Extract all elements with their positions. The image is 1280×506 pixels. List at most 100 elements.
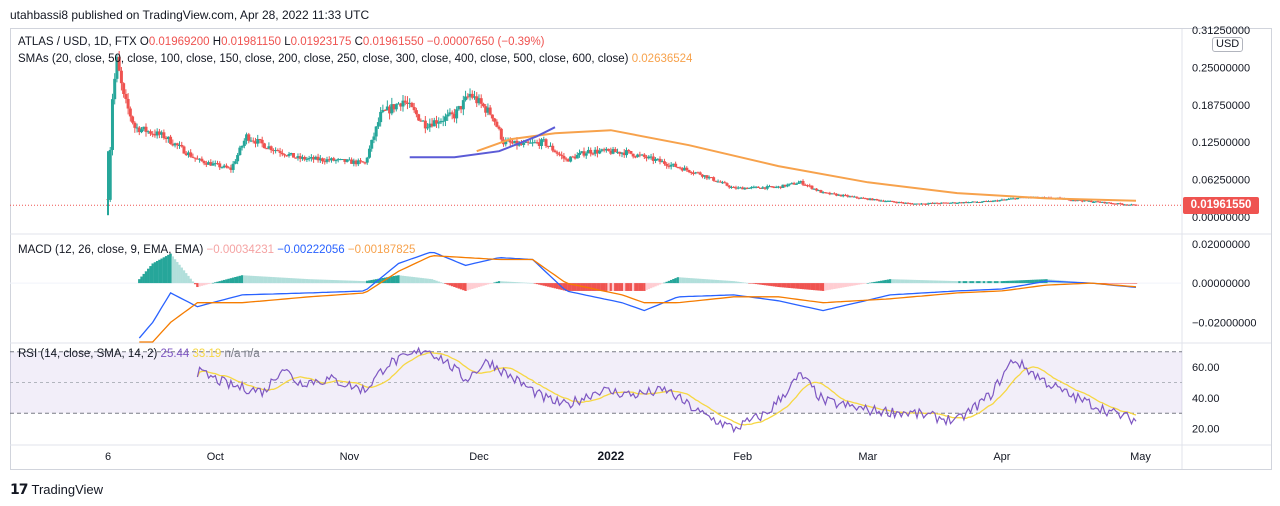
macd-histogram-bar — [435, 280, 438, 284]
macd-histogram-bar — [151, 263, 154, 284]
macd-pane — [10, 251, 1182, 343]
candle-body — [649, 156, 653, 158]
candle — [265, 147, 269, 150]
time-tick-label: Nov — [340, 451, 360, 463]
macd-histogram-bar — [522, 282, 525, 284]
candle — [817, 189, 821, 192]
macd-histogram-bar — [848, 283, 852, 287]
candle — [705, 174, 709, 181]
candle-body — [553, 150, 557, 153]
candle — [656, 158, 660, 161]
candle — [222, 163, 226, 169]
candle-body — [562, 155, 566, 159]
time-tick-label: 6 — [105, 451, 111, 463]
candle — [296, 153, 300, 161]
candle — [318, 155, 322, 163]
candle — [696, 171, 700, 174]
candle — [113, 73, 117, 105]
macd-histogram-bar — [185, 273, 188, 284]
macd-label[interactable]: MACD (12, 26, close, 9, EMA, EMA) — [18, 244, 204, 256]
macd-histogram-bar — [377, 278, 380, 284]
macd-histogram-bar — [450, 283, 454, 287]
candle-body — [253, 141, 257, 144]
candle-body — [140, 129, 144, 133]
macd-histogram-bar — [285, 277, 288, 284]
candle — [370, 139, 374, 152]
candle-body — [580, 151, 584, 153]
macd-histogram-bar — [218, 281, 221, 284]
candle — [1109, 202, 1113, 205]
symbol-label[interactable]: ATLAS / USD, 1D, FTX — [18, 36, 137, 48]
candle-body — [810, 185, 814, 189]
candle-body — [363, 162, 367, 164]
tradingview-logo[interactable]: 𝟭𝟳 TradingView — [10, 481, 103, 498]
macd-histogram-bar — [743, 282, 747, 284]
currency-badge[interactable]: USD — [1212, 37, 1244, 52]
candle — [504, 137, 508, 147]
candle — [497, 125, 501, 131]
candle-body — [300, 157, 304, 159]
macd-histogram-bar — [155, 261, 159, 284]
rsi-label[interactable]: RSI (14, close, SMA, 14, 2) — [18, 348, 158, 360]
candle — [417, 113, 421, 121]
macd-histogram-bar — [298, 278, 302, 284]
candle — [580, 151, 584, 154]
macd-histogram-bar — [140, 276, 143, 284]
candle — [128, 106, 132, 122]
macd-histogram-bar — [654, 283, 657, 287]
candle — [316, 153, 320, 163]
macd-histogram-bar — [788, 283, 791, 288]
candle — [911, 202, 915, 205]
candle-body — [776, 186, 780, 188]
candle — [542, 136, 546, 143]
candle-body — [870, 198, 874, 201]
candle-body — [1000, 199, 1004, 201]
candle — [153, 129, 157, 138]
candle — [971, 201, 975, 203]
candle-body — [305, 158, 309, 160]
candle-body — [466, 96, 470, 98]
candle-body — [283, 154, 287, 156]
candle — [365, 156, 369, 165]
sma-label[interactable]: SMAs (20, close, 50, close, 100, close, … — [18, 53, 629, 65]
candle — [470, 90, 474, 100]
macd-histogram-bar — [850, 283, 854, 286]
candle-body — [978, 201, 982, 203]
candle — [437, 117, 441, 129]
candle-body — [329, 158, 333, 161]
macd-histogram-bar — [933, 280, 937, 284]
candle — [452, 108, 456, 123]
candle-body — [817, 190, 821, 192]
macd-histogram-bar — [138, 279, 141, 284]
macd-histogram-bar — [998, 281, 1001, 284]
candle-body — [1071, 200, 1075, 202]
candle-body — [477, 98, 481, 104]
candle-body — [705, 175, 709, 179]
sma-value: 0.02636524 — [631, 53, 693, 65]
macd-histogram-bar — [725, 280, 729, 284]
macd-histogram-bar — [1130, 283, 1133, 284]
candle-body — [238, 147, 242, 156]
candle-body — [964, 202, 968, 204]
candle-body — [417, 114, 421, 121]
candle — [347, 157, 351, 161]
candle — [926, 202, 930, 205]
candle-body — [267, 146, 271, 149]
chart-frame[interactable] — [10, 28, 1272, 470]
macd-histogram-bar — [1023, 280, 1026, 284]
sma-short-line — [409, 126, 556, 159]
candle — [624, 147, 628, 158]
candle — [131, 115, 135, 125]
candle-body — [743, 187, 747, 190]
candle — [765, 184, 769, 191]
candle-body — [256, 139, 260, 144]
macd-histogram-bar — [314, 279, 318, 284]
macd-histogram-bar — [1034, 279, 1037, 284]
axes: 0.31250000 0.25000000 0.18750000 0.12500000… — [105, 25, 1257, 463]
candle — [917, 203, 921, 205]
candle — [354, 159, 358, 167]
candle-body — [656, 158, 660, 160]
candle — [180, 141, 184, 148]
candle-body — [354, 160, 358, 165]
